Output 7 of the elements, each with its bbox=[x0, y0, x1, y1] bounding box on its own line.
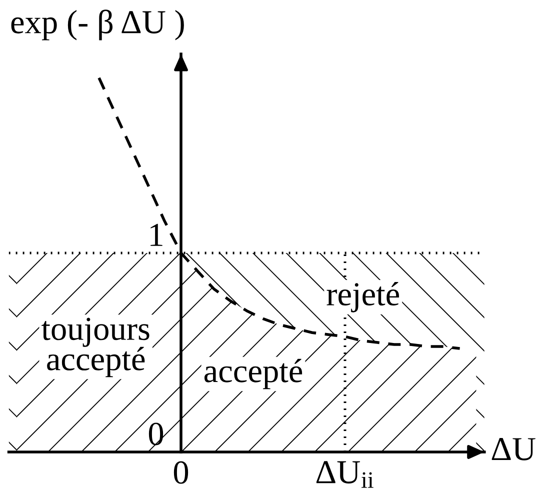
annotation: toujours accepté bbox=[42, 318, 150, 378]
x-axis-title: ΔU bbox=[492, 438, 536, 460]
annotation: accepté bbox=[204, 358, 302, 390]
y-tick-label: 1 bbox=[150, 224, 162, 246]
annotation: rejeté bbox=[326, 282, 399, 312]
y-axis-title: exp (- β ΔU ) bbox=[11, 10, 184, 40]
x-tick-label: ΔU$_{ii}$ bbox=[316, 461, 374, 488]
